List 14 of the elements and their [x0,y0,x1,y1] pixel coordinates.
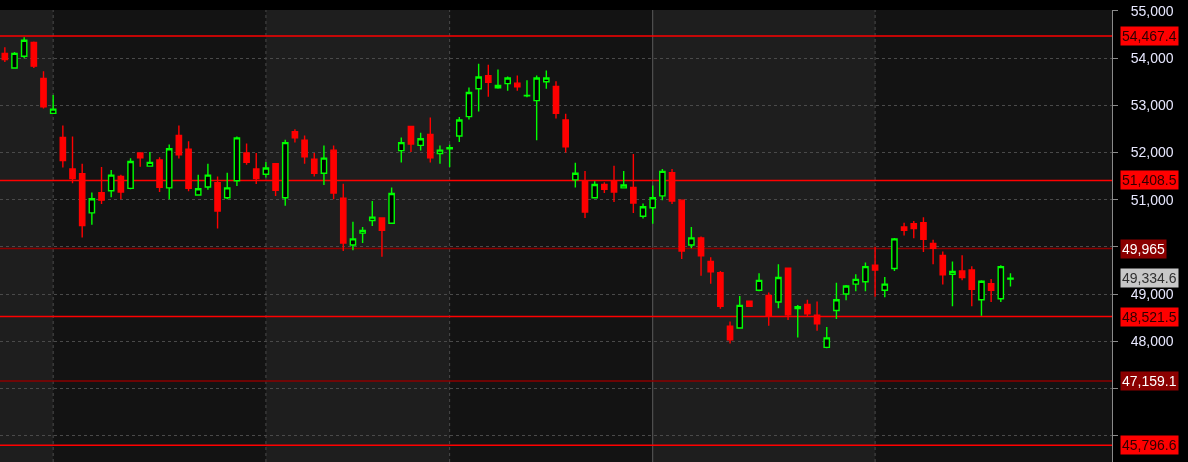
text: 49,334.6 [1122,270,1177,286]
y-tick-label: 49,000 [1130,285,1174,302]
y-tick-label: 53,000 [1130,97,1174,114]
ref-line-label: 51,408.5 [1122,172,1177,188]
ref-line-label: 47,159.1 [1122,373,1177,389]
ref-line-label: 48,521.5 [1122,309,1177,325]
y-tick-label: 48,000 [1130,333,1174,350]
y-tick-label: 51,000 [1130,191,1174,208]
ref-line-label: 45,796.6 [1122,437,1177,453]
y-tick-label: 55,000 [1130,2,1174,19]
ref-line-label: 54,467.4 [1122,28,1177,44]
y-tick-label: 52,000 [1130,144,1174,161]
y-tick-label: 54,000 [1130,50,1174,67]
ref-line-label: 49,965 [1122,241,1166,257]
